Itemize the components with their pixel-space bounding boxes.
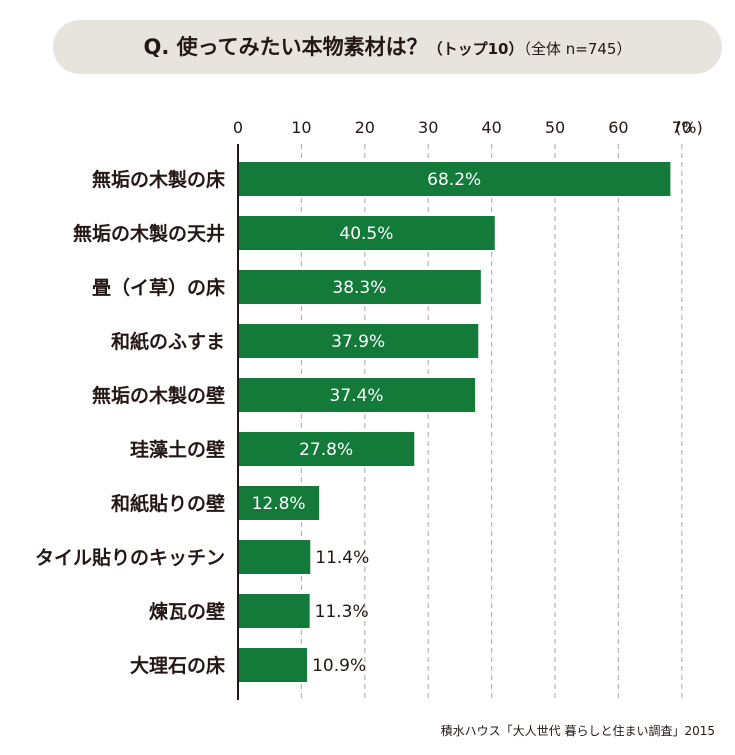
x-tick-label-5: 50 — [545, 118, 565, 137]
value-label-6: 12.8% — [252, 494, 306, 514]
bar-4 — [238, 378, 476, 412]
category-label-5: 珪藻土の壁 — [130, 438, 225, 461]
category-label-0: 無垢の木製の床 — [92, 168, 225, 191]
category-label-4: 無垢の木製の壁 — [92, 384, 225, 407]
category-label-1: 無垢の木製の天井 — [73, 222, 225, 245]
value-label-1: 40.5% — [339, 224, 393, 244]
x-tick-label-1: 10 — [291, 118, 311, 137]
title-main: Q. 使ってみたい本物素材は？ — [143, 35, 428, 59]
value-label-7: 11.4% — [315, 548, 369, 568]
category-label-8: 煉瓦の壁 — [149, 600, 225, 623]
bar-2 — [238, 270, 481, 304]
bar-3 — [238, 324, 479, 358]
x-tick-label-2: 20 — [355, 118, 375, 137]
bar-8 — [238, 594, 310, 628]
category-label-6: 和紙貼りの壁 — [111, 492, 225, 515]
x-tick-label-3: 30 — [418, 118, 438, 137]
bar-6 — [238, 486, 320, 520]
category-label-3: 和紙のふすま — [111, 330, 225, 353]
value-label-4: 37.4% — [330, 386, 384, 406]
title-banner: Q. 使ってみたい本物素材は？（トップ10）（全体 n=745） — [53, 20, 722, 74]
x-tick-label-7: 70 — [672, 118, 692, 137]
title-note: （全体 n=745） — [523, 40, 632, 58]
bar-9 — [238, 648, 308, 682]
source-note: 積水ハウス「大人世代 暮らしと住まい調査」2015 — [440, 724, 715, 738]
value-label-2: 38.3% — [332, 278, 386, 298]
bar-5 — [238, 432, 415, 466]
x-unit-label: (%) — [675, 118, 703, 137]
value-label-0: 68.2% — [427, 170, 481, 190]
title-sub: （トップ10） — [427, 40, 524, 58]
category-label-9: 大理石の床 — [130, 654, 225, 677]
category-label-7: タイル貼りのキッチン — [35, 546, 225, 569]
value-label-8: 11.3% — [315, 602, 369, 622]
category-label-2: 畳（イ草）の床 — [92, 276, 225, 299]
chart-title: Q. 使ってみたい本物素材は？（トップ10）（全体 n=745） — [53, 20, 722, 74]
value-label-3: 37.9% — [331, 332, 385, 352]
x-tick-label-0: 0 — [233, 118, 243, 137]
bar-7 — [238, 540, 311, 574]
x-tick-label-6: 60 — [608, 118, 628, 137]
x-tick-label-4: 40 — [481, 118, 501, 137]
bar-1 — [238, 216, 495, 250]
bar-0 — [238, 162, 671, 196]
value-label-9: 10.9% — [312, 656, 366, 676]
value-label-5: 27.8% — [299, 440, 353, 460]
